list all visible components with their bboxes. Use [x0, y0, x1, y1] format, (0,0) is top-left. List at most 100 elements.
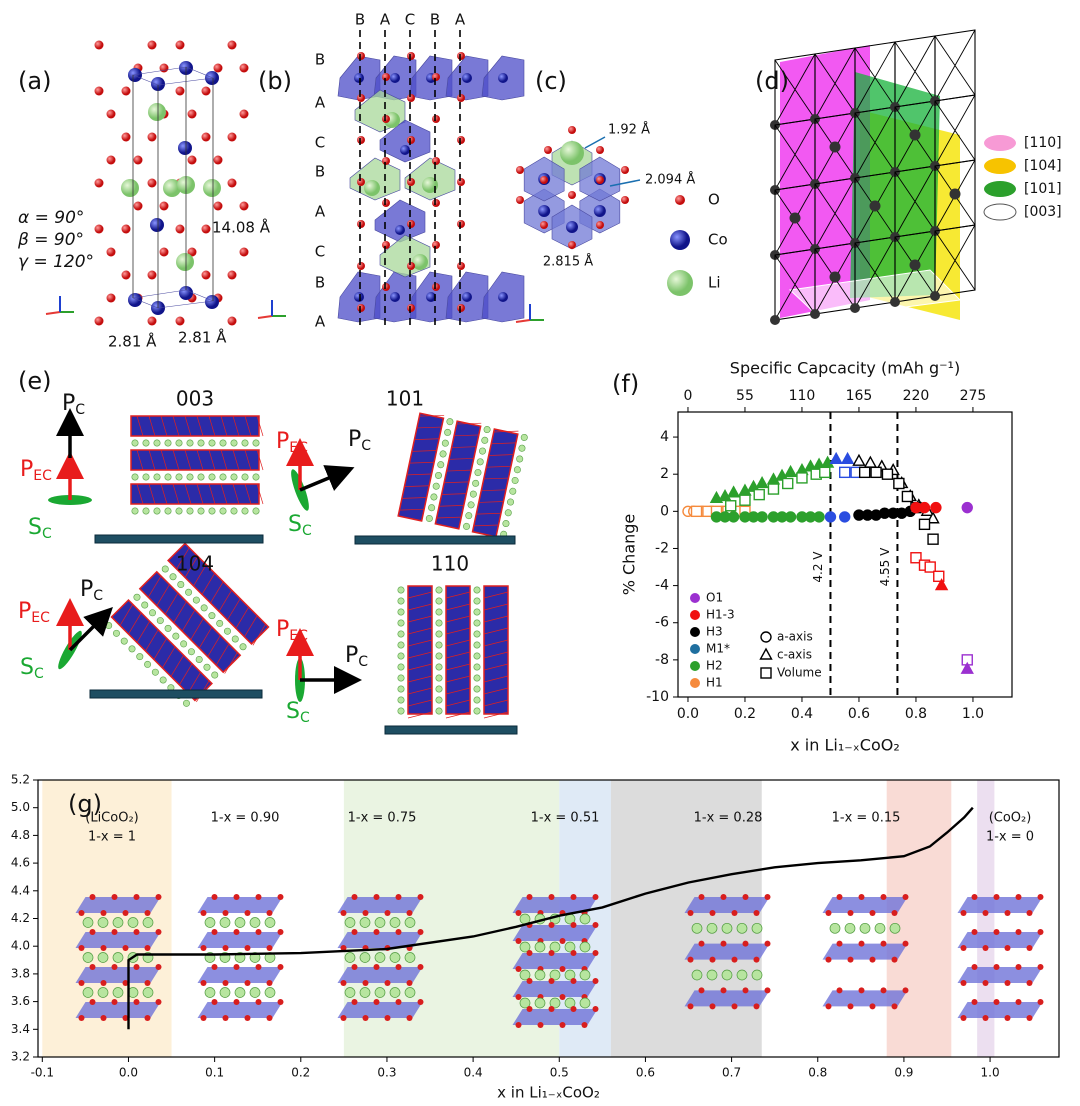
- lithium-atom: [112, 987, 124, 998]
- oxygen-atom: [902, 987, 909, 994]
- lithium-atom: [159, 676, 167, 684]
- oxygen-atom: [570, 950, 577, 956]
- oxygen-atom: [570, 978, 577, 984]
- lithium-atom: [200, 604, 208, 612]
- slab-bond: [244, 615, 258, 638]
- lithium-atom: [186, 507, 194, 515]
- lattice-wire: [854, 106, 896, 179]
- lattice-atom: [869, 200, 881, 212]
- data-point: [690, 505, 703, 518]
- data-point: [784, 511, 797, 523]
- vector-symbol: P: [18, 599, 31, 624]
- slab-bond: [244, 449, 252, 471]
- lattice-wire: [894, 165, 936, 238]
- octahedron: [374, 199, 426, 243]
- oxygen-atom: [742, 987, 749, 994]
- slab-bond: [445, 663, 471, 671]
- slab-bond: [244, 415, 252, 437]
- oxygen-atom: [836, 894, 843, 900]
- lattice-wire: [774, 118, 816, 191]
- legend-label: [110]: [1024, 135, 1062, 151]
- lithium-atom: [502, 520, 510, 528]
- oxygen-atom: [731, 1003, 738, 1010]
- lithium-atom: [473, 674, 481, 682]
- slab-bond: [156, 584, 170, 606]
- lithium-atom: [163, 179, 181, 197]
- pc-arrow: [68, 607, 113, 652]
- oxygen-atom: [709, 956, 716, 963]
- lithium-atom: [234, 917, 246, 928]
- lattice-length: 2.81 Å: [108, 332, 157, 351]
- slab-bond: [407, 687, 433, 695]
- slab: [130, 415, 260, 437]
- oxygen-atom: [89, 964, 96, 970]
- lithium-atom: [219, 439, 227, 447]
- lithium-atom: [435, 608, 443, 616]
- lithium-atom: [564, 941, 576, 953]
- cobalt-atom: [426, 292, 436, 302]
- lithium-atom: [397, 685, 405, 693]
- y-tick-label: 4.0: [11, 939, 30, 953]
- oxygen-atom: [570, 894, 577, 900]
- lithium-atom: [359, 952, 371, 963]
- octahedral-layer: [684, 943, 770, 960]
- slab-bond: [416, 426, 442, 429]
- x-axis-title: x in Li₁₋ₓCoO₂: [497, 1084, 600, 1102]
- oxygen-atom: [457, 220, 465, 228]
- vector-subscript: EC: [31, 610, 50, 626]
- panel-label: (f): [612, 370, 639, 398]
- oxygen-atom: [858, 940, 865, 947]
- y-tick-label: -2: [655, 540, 669, 556]
- lithium-atom: [131, 439, 139, 447]
- slab-bond: [414, 438, 440, 441]
- oxygen-atom: [277, 999, 284, 1005]
- octahedral-layer: [197, 1002, 283, 1018]
- vector-subscript: EC: [289, 440, 308, 456]
- oxygen-atom: [417, 894, 424, 900]
- slab-bond: [445, 639, 471, 647]
- lithium-atom: [234, 987, 246, 998]
- y-tick-label: -6: [655, 615, 669, 631]
- y-tick-label: 5.0: [11, 800, 30, 814]
- oxygen-atom: [233, 929, 240, 935]
- vector-label: SC: [286, 699, 310, 726]
- lithium-atom: [534, 941, 546, 953]
- oxygen-atom: [106, 155, 116, 165]
- lithium-atom: [513, 466, 521, 474]
- oxygen-atom: [255, 894, 262, 900]
- oxygen-atom: [384, 1015, 391, 1021]
- oxygen-atom: [570, 922, 577, 928]
- x-tick-label: 0.4: [464, 1066, 483, 1080]
- oxygen-atom: [1015, 929, 1022, 935]
- lithium-atom: [479, 447, 487, 455]
- lithium-atom: [463, 522, 471, 530]
- cobalt-atom: [179, 286, 193, 300]
- cobalt-atom: [498, 73, 508, 83]
- octahedral-layer: [822, 897, 908, 913]
- lithium-atom: [509, 487, 517, 495]
- slab-bond: [172, 483, 180, 505]
- lattice-wire: [934, 29, 976, 102]
- oxygen-atom: [1026, 910, 1033, 916]
- oxygen-atom: [395, 929, 402, 935]
- oxygen-atom: [891, 956, 898, 963]
- stacking-layer: A: [315, 313, 326, 331]
- slab-bond: [419, 414, 445, 417]
- lithium-atom: [435, 586, 443, 594]
- lithium-atom: [208, 507, 216, 515]
- legend-label: H1-3: [706, 608, 735, 622]
- oxygen-atom: [222, 945, 229, 951]
- oxygen-atom: [548, 894, 555, 900]
- slab-bond: [483, 675, 509, 683]
- vector-symbol: P: [80, 577, 93, 602]
- lithium-atom: [422, 177, 438, 193]
- slab-bond: [256, 415, 264, 437]
- lithium-atom: [435, 630, 443, 638]
- lithium-atom: [127, 917, 139, 928]
- legend-swatch: [984, 135, 1016, 151]
- lithium-atom: [156, 617, 164, 625]
- oxygen-atom: [621, 166, 629, 174]
- oxygen-atom: [982, 980, 989, 986]
- lithium-atom: [182, 699, 190, 707]
- lithium-atom: [435, 707, 443, 715]
